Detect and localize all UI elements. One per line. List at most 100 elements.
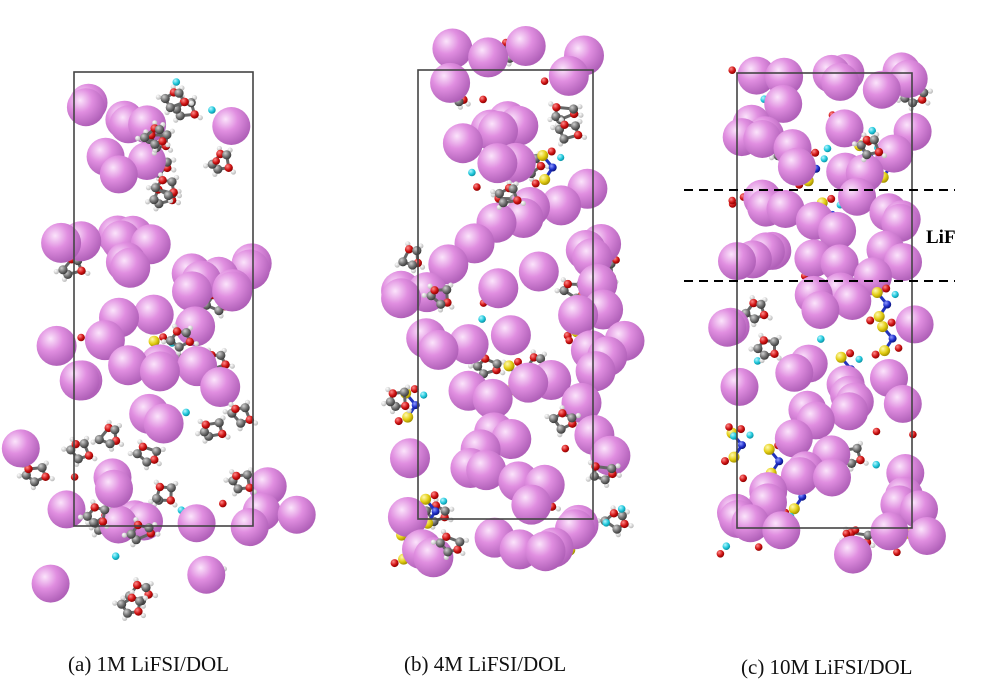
hydrogen-atom — [171, 167, 177, 173]
small-atom — [728, 66, 736, 74]
oxygen-atom — [84, 451, 94, 460]
oxygen-atom — [856, 455, 865, 465]
lithium-atom — [200, 367, 241, 407]
oxygen-atom — [134, 607, 143, 616]
oxygen-atom — [133, 580, 142, 590]
hydrogen-atom — [223, 477, 229, 483]
hydrogen-atom — [169, 128, 175, 134]
sulfur-atom — [835, 351, 847, 363]
carbon-atom — [181, 328, 191, 338]
hydrogen-atom — [229, 363, 235, 369]
carbon-atom — [412, 246, 422, 256]
carbon-atom — [29, 477, 40, 487]
carbon-atom — [166, 336, 176, 346]
lithium-atom — [477, 143, 518, 184]
oxygen-atom — [442, 532, 451, 541]
hydrogen-atom — [559, 405, 565, 411]
fluorine-atom — [440, 497, 448, 505]
hydrogen-atom — [106, 419, 112, 425]
lithium-atom — [390, 438, 430, 479]
oxygen-atom — [558, 409, 567, 418]
carbon-atom — [556, 424, 566, 434]
carbon-atom — [570, 121, 581, 131]
carbon-atom — [846, 458, 857, 468]
oxygen-atom — [24, 464, 33, 474]
carbon-atom — [473, 361, 483, 371]
hydrogen-atom — [203, 163, 209, 169]
carbon-atom — [144, 523, 154, 533]
hydrogen-atom — [421, 292, 427, 298]
hydrogen-atom — [135, 135, 141, 141]
lithium-atom — [766, 190, 805, 228]
fluorine-atom — [746, 431, 754, 439]
lithium-atom — [468, 37, 509, 78]
carbon-atom — [174, 342, 184, 352]
oxygen-atom — [759, 336, 768, 345]
oxygen-atom — [166, 496, 175, 505]
lithium-atom — [428, 244, 469, 285]
carbon-atom — [135, 596, 145, 606]
small-atom — [716, 550, 725, 558]
lithium-atom — [875, 134, 914, 173]
lithium-atom — [862, 70, 901, 109]
carbon-atom — [494, 188, 504, 199]
oxygen-atom — [41, 472, 50, 481]
oxygen-atom — [453, 545, 462, 554]
lithium-atom — [59, 360, 100, 401]
sulfur-atom — [537, 150, 549, 161]
hydrogen-atom — [252, 420, 259, 426]
carbon-atom — [222, 150, 232, 160]
carbon-atom — [132, 449, 142, 459]
lithium-atom — [764, 84, 803, 123]
sulfur-atom — [788, 503, 800, 515]
oxygen-atom — [221, 360, 230, 369]
hydrogen-atom — [405, 241, 411, 247]
oxygen-atom — [536, 161, 546, 171]
hydrogen-atom — [77, 514, 84, 520]
hydrogen-atom — [127, 450, 133, 457]
lithium-atom — [472, 378, 513, 419]
carbon-atom — [73, 454, 83, 464]
oxygen-atom — [862, 135, 871, 145]
hydrogen-atom — [927, 88, 934, 94]
carbon-atom — [152, 446, 162, 456]
hydrogen-atom — [554, 288, 560, 294]
nitrogen-atom — [548, 163, 557, 172]
carbon-atom — [385, 397, 395, 407]
oxygen-atom — [866, 316, 875, 325]
lithium-atom — [139, 351, 180, 392]
hydrogen-atom — [628, 523, 634, 529]
hydrogen-atom — [430, 539, 436, 545]
lithium-atom — [491, 419, 532, 459]
small-atom — [565, 336, 573, 345]
lithium-atom — [381, 278, 422, 319]
lithium-atom — [1, 429, 40, 468]
hydrogen-atom — [616, 472, 622, 478]
hydrogen-atom — [610, 505, 616, 511]
oxygen-atom — [138, 442, 148, 451]
carbon-atom — [617, 511, 627, 521]
hydrogen-atom — [427, 283, 433, 289]
carbon-atom — [568, 104, 579, 114]
hydrogen-atom — [575, 412, 581, 419]
carbon-atom — [551, 111, 561, 122]
lif-layer-label: LiF — [926, 227, 956, 248]
sulfur-atom — [539, 174, 551, 185]
lithium-atom — [175, 306, 216, 347]
nitrogen-atom — [888, 334, 897, 343]
carbon-atom — [852, 443, 862, 453]
lithium-atom — [575, 351, 616, 392]
oxygen-atom — [245, 415, 254, 424]
hydrogen-atom — [161, 339, 167, 345]
fluorine-atom — [557, 153, 565, 162]
hydrogen-atom — [406, 408, 412, 414]
oxygen-atom — [552, 103, 561, 112]
small-atom — [478, 315, 486, 323]
lithium-atom — [780, 457, 819, 496]
hydrogen-atom — [468, 363, 474, 369]
lithium-atom — [883, 384, 922, 423]
oxygen-atom — [98, 517, 108, 526]
oxygen-atom — [185, 337, 194, 346]
oxygen-atom — [404, 245, 414, 254]
oxygen-atom — [90, 503, 99, 512]
